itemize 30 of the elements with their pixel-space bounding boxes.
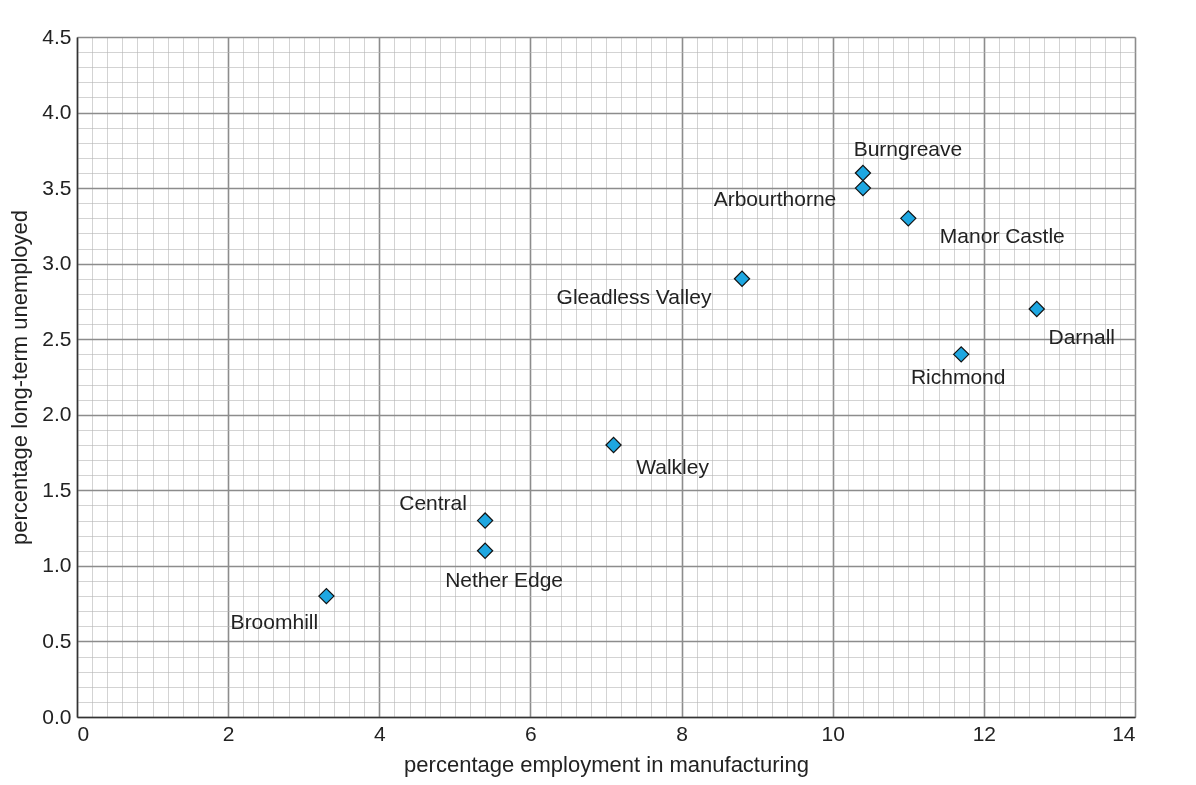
x-tick-label: 14 [1112, 721, 1136, 745]
y-tick-label: 4.5 [42, 24, 72, 48]
y-tick-label: 4.0 [42, 100, 72, 124]
y-tick-label: 0.5 [42, 628, 72, 652]
y-tick-label: 0.0 [42, 704, 72, 728]
annotation: Gleadless Valley [556, 284, 712, 308]
annotation: Burngreave [853, 137, 963, 160]
y-axis-title: percentage long-term unemployed [7, 209, 33, 546]
x-tick-label: 8 [676, 721, 688, 745]
x-tick-label: 0 [77, 721, 90, 745]
y-tick-label: 2.0 [42, 402, 72, 426]
y-tick-label: 3.5 [42, 175, 72, 199]
y-tick-label: 2.5 [42, 326, 72, 350]
y-tick-label: 3.0 [42, 251, 72, 275]
x-tick-label: 12 [972, 721, 997, 745]
x-axis-title: percentage employment in manufacturing [404, 751, 809, 777]
annotation: Broomhill [230, 610, 319, 634]
annotation: Darnall [1048, 325, 1116, 348]
x-tick-label: 6 [525, 721, 537, 745]
annotation: Manor Castle [939, 224, 1065, 248]
y-tick-label: 1.0 [42, 553, 72, 577]
x-tick-label: 10 [821, 721, 845, 745]
annotation: Walkley [636, 455, 710, 478]
annotation: Central [399, 490, 467, 514]
x-tick-label: 2 [222, 721, 235, 745]
annotation: Arbourthorne [713, 187, 837, 211]
annotation: Richmond [910, 365, 1006, 389]
y-tick-label: 1.5 [42, 477, 72, 501]
x-tick-label: 4 [373, 721, 386, 745]
annotation: Nether Edge [445, 567, 564, 591]
